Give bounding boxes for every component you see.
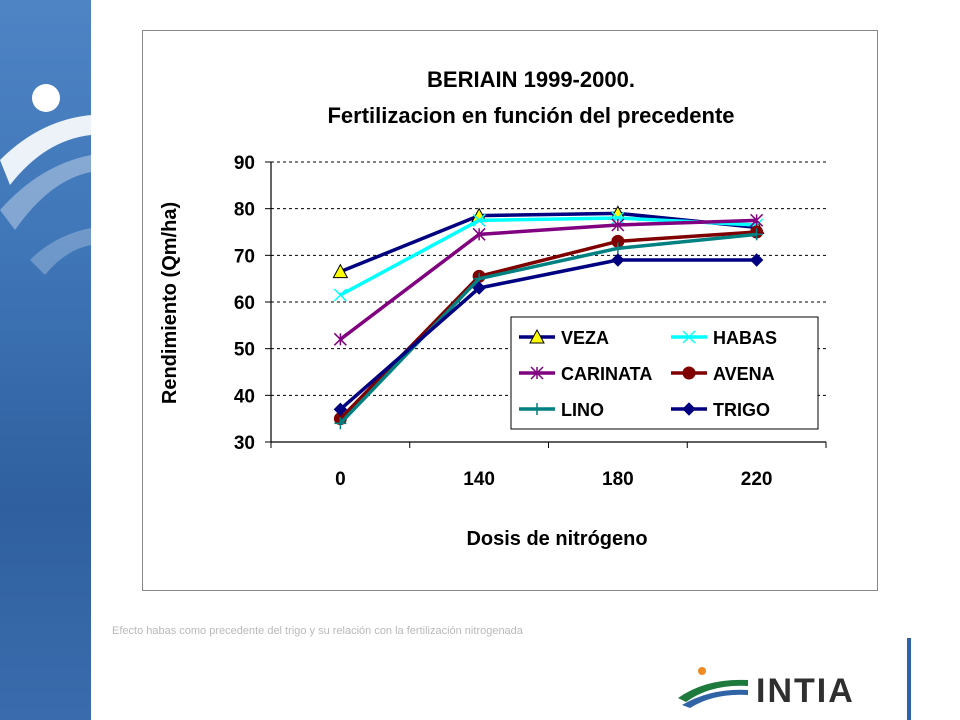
y-tick-label: 40: [234, 386, 255, 407]
data-point-veza: [332, 263, 349, 279]
x-tick-label: 0: [335, 469, 346, 490]
series-line-carinata: [339, 218, 757, 341]
legend-marker-lino: [531, 403, 543, 415]
legend-label-carinata: CARINATA: [561, 364, 652, 384]
x-tick-label: 220: [741, 469, 773, 490]
data-point-habas: [333, 288, 347, 302]
legend-label-trigo: TRIGO: [713, 400, 770, 420]
legend-marker-trigo: [682, 402, 696, 416]
data-point-trigo: [749, 253, 764, 267]
data-point-carinata: [611, 218, 625, 232]
chart-title: BERIAIN 1999-2000.: [427, 67, 635, 92]
legend-marker-veza: [529, 328, 545, 344]
series-line-trigo: [339, 258, 757, 411]
legend-label-lino: LINO: [561, 400, 604, 420]
data-point-carinata: [472, 227, 486, 241]
chart-subtitle: Fertilizacion en función del precedente: [327, 103, 734, 128]
legend-marker-avena: [682, 366, 696, 380]
data-point-carinata: [333, 332, 347, 346]
x-tick-label: 180: [602, 469, 634, 490]
data-point-habas: [472, 213, 486, 227]
data-point-lino: [334, 417, 347, 430]
y-axis-label: Rendimiento (Qm/ha): [159, 202, 181, 404]
legend-box: [510, 316, 819, 430]
data-point-trigo: [472, 281, 486, 295]
y-tick-label: 90: [234, 153, 255, 174]
legend-marker-carinata: [530, 366, 544, 380]
data-point-trigo: [333, 402, 348, 417]
y-tick-label: 60: [234, 293, 255, 314]
logo-text: INTIA: [756, 672, 855, 710]
x-tick-label: 140: [463, 469, 495, 490]
series-line-lino: [339, 232, 757, 425]
y-tick-label: 30: [234, 433, 255, 454]
side-band: [0, 0, 91, 720]
data-point-carinata: [750, 213, 764, 227]
legend-label-habas: HABAS: [713, 328, 777, 348]
legend-marker-habas: [682, 330, 696, 344]
data-point-lino: [611, 242, 624, 255]
data-point-trigo: [611, 253, 625, 267]
x-axis-label: Dosis de nitrógeno: [466, 528, 647, 550]
chart-frame: BERIAIN 1999-2000. Fertilizacion en func…: [142, 30, 878, 591]
data-point-lino: [750, 228, 763, 241]
brand-swoosh-icon: [0, 84, 91, 275]
y-tick-label: 50: [234, 340, 255, 361]
line-chart: BERIAIN 1999-2000. Fertilizacion en func…: [159, 67, 827, 550]
slide-caption: Efecto habas como precedente del trigo y…: [112, 625, 523, 637]
y-tick-label: 70: [234, 246, 255, 267]
y-tick-label: 80: [234, 200, 255, 221]
legend-label-veza: VEZA: [561, 328, 609, 348]
legend-label-avena: AVENA: [713, 364, 775, 384]
right-accent-rule: [907, 638, 911, 720]
intia-logo-icon: [678, 667, 748, 708]
